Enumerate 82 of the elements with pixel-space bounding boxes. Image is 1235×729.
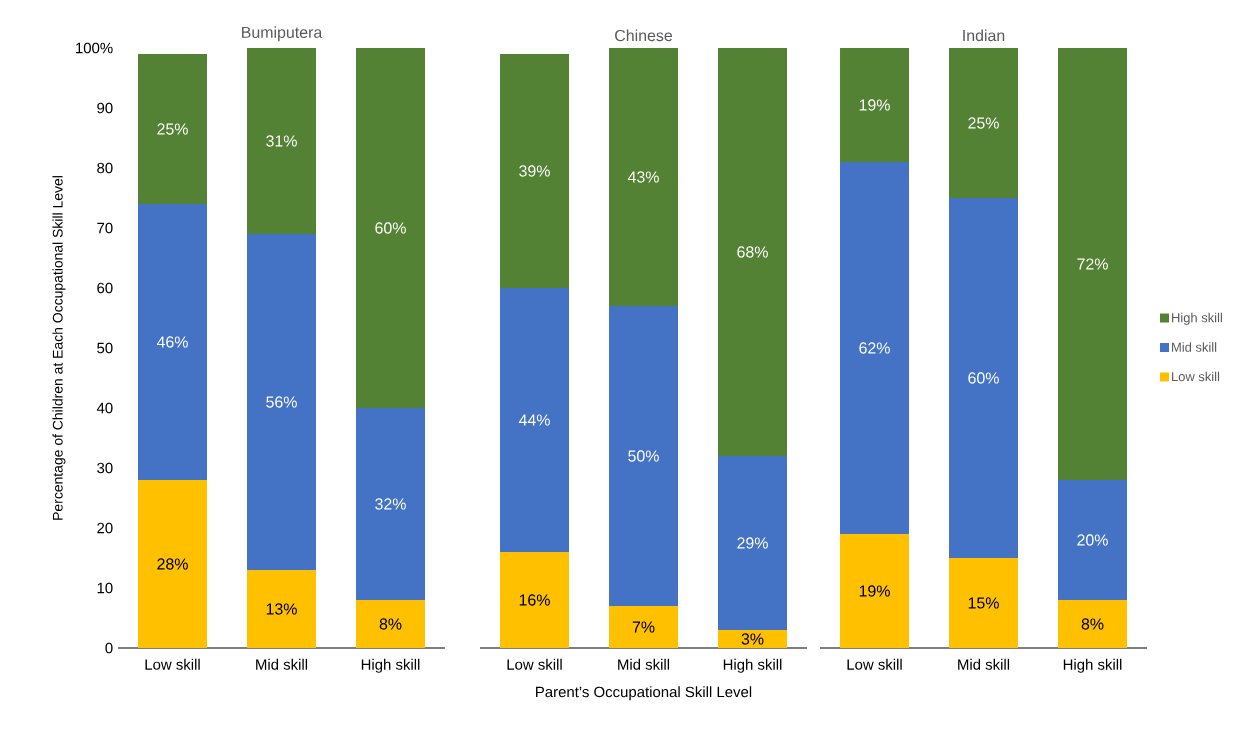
y-tick-label: 70 (97, 222, 113, 234)
data-label: 16% (519, 594, 550, 606)
x-tick-label: Low skill (507, 658, 562, 670)
data-label: 19% (859, 99, 890, 111)
data-label: 15% (968, 597, 999, 609)
bar (609, 605, 679, 648)
x-tick-label: Mid skill (256, 658, 308, 670)
legend-label: Mid skill (1172, 342, 1217, 352)
data-label: 7% (632, 621, 655, 633)
data-label: 20% (1077, 534, 1108, 546)
bar (840, 161, 910, 534)
data-label: 25% (157, 123, 188, 135)
x-axis-title: Parent’s Occupational Skill Level (536, 686, 752, 701)
y-tick-label: 60 (97, 282, 113, 294)
bar (356, 599, 426, 648)
data-label: 44% (518, 414, 550, 426)
chart-title: Chinese (615, 29, 673, 42)
data-label: 8% (1081, 618, 1104, 630)
bar (138, 479, 208, 648)
data-label: 60% (375, 222, 406, 234)
bar (949, 47, 1019, 198)
bar (500, 551, 570, 648)
bar (356, 47, 426, 408)
bar (138, 203, 208, 480)
bar (949, 557, 1019, 648)
x-tick-label: Mid skill (958, 658, 1010, 670)
y-tick-label: 40 (96, 402, 113, 414)
data-label: 60% (968, 372, 999, 384)
x-tick-label: Mid skill (618, 658, 670, 670)
data-label: 39% (519, 165, 550, 177)
x-tick-label: Low skill (847, 658, 902, 670)
data-label: 25% (968, 117, 999, 129)
bar (840, 47, 910, 162)
bar (247, 47, 317, 234)
data-label: 32% (375, 498, 406, 510)
bar (949, 197, 1019, 558)
bar (840, 533, 910, 648)
bar (356, 407, 426, 600)
data-label: 29% (737, 537, 768, 549)
chart-title: Indian (963, 29, 1005, 42)
bar (1058, 47, 1128, 480)
bar (247, 233, 317, 570)
legend-label: High skill (1172, 312, 1222, 325)
bar (500, 53, 570, 288)
data-label: 8% (379, 618, 402, 630)
data-label: 56% (266, 396, 297, 408)
data-label: 68% (737, 246, 768, 258)
y-tick-label: 100% (76, 42, 113, 54)
data-label: 72% (1077, 258, 1108, 270)
y-tick-label: 90 (97, 102, 113, 114)
data-label: 28% (157, 558, 188, 570)
bar (609, 47, 679, 306)
y-tick-label: 30 (97, 462, 113, 474)
data-label: 31% (266, 135, 297, 147)
y-tick-label: 50 (97, 342, 113, 354)
y-tick-label: 0 (105, 642, 113, 654)
x-tick-label: High skill (1063, 658, 1122, 673)
bar (1058, 599, 1128, 648)
y-axis-title: Percentage of Children at Each Occupational Skill Level (52, 176, 66, 520)
data-label: 19% (859, 585, 890, 597)
y-tick-label: 10 (97, 582, 113, 594)
bar (718, 47, 788, 456)
data-label: 62% (859, 342, 890, 354)
y-tick-label: 20 (97, 522, 113, 534)
data-label: 46% (156, 336, 188, 348)
bar (718, 455, 788, 630)
data-label: 13% (266, 603, 297, 615)
bar (247, 569, 317, 648)
bar (138, 53, 208, 204)
x-tick-label: Low skill (145, 658, 200, 670)
chart-title: Bumiputera (242, 26, 323, 42)
bar (500, 287, 570, 552)
bar (718, 629, 788, 648)
bar (1058, 479, 1128, 600)
legend-label: Low skill (1172, 371, 1220, 382)
data-label: 3% (741, 633, 764, 645)
x-tick-label: High skill (723, 658, 782, 673)
y-tick-label: 80 (97, 162, 113, 174)
x-tick-label: High skill (361, 658, 420, 673)
data-label: 50% (628, 450, 659, 462)
data-label: 43% (627, 171, 659, 183)
bar (609, 305, 679, 606)
